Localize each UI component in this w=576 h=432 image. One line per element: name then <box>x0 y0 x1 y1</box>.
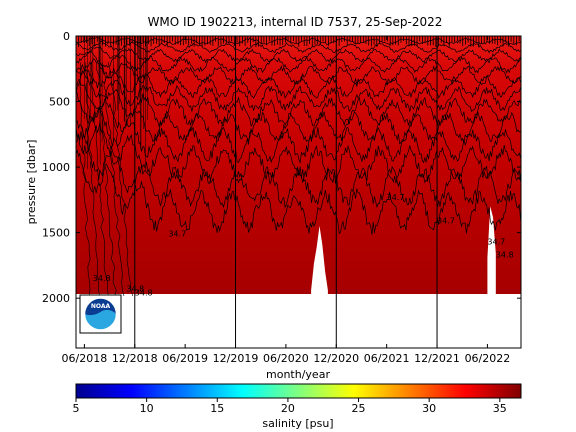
chart-title: WMO ID 1902213, internal ID 7537, 25-Sep… <box>148 15 443 29</box>
isohaline-contour <box>76 58 521 87</box>
noaa-logo-text: NOAA <box>91 303 111 310</box>
x-tick-label: 12/2019 <box>213 352 259 365</box>
x-tick-label: 12/2020 <box>313 352 359 365</box>
x-tick-label: 06/2022 <box>465 352 511 365</box>
colorbar-tick-label: 20 <box>281 402 295 415</box>
contour-label: 34.8 <box>126 285 144 294</box>
isohaline-contour <box>76 131 521 209</box>
isohaline-contour-deep <box>91 62 109 296</box>
colorbar-label: salinity [psu] <box>262 417 333 430</box>
x-tick-label: 12/2021 <box>414 352 460 365</box>
colorbar-tick-label: 15 <box>210 402 224 415</box>
isohaline-contour <box>76 107 521 164</box>
contour-label: 34.8 <box>93 274 111 283</box>
colorbar-tick-label: 35 <box>493 402 507 415</box>
x-tick-label: 06/2021 <box>364 352 410 365</box>
isohaline-contour <box>76 79 521 128</box>
isohaline-contour <box>76 149 521 235</box>
contour-label: 34.8 <box>135 289 153 298</box>
isohaline-contour-deep <box>96 62 117 296</box>
contour-label: 34.7 <box>487 237 505 246</box>
isohaline-contour <box>76 40 521 54</box>
y-tick-label: 1000 <box>42 161 70 174</box>
y-tick-label: 500 <box>49 96 70 109</box>
x-tick-label: 06/2018 <box>62 352 108 365</box>
x-tick-label: 06/2019 <box>162 352 208 365</box>
colorbar-tick-label: 10 <box>140 402 154 415</box>
colorbar-tick-label: 30 <box>422 402 436 415</box>
colorbar-gradient <box>75 383 522 399</box>
y-tick-label: 2000 <box>42 292 70 305</box>
contour-label: 34.7 <box>437 216 455 225</box>
isohaline-contour <box>76 45 521 64</box>
isohaline-contour <box>76 36 521 46</box>
plot-area: 34.834.834.834.734.734.734.734.8 <box>76 36 521 348</box>
data-gap <box>487 206 496 299</box>
isohaline-contour-deep <box>107 62 134 296</box>
x-tick-label: 06/2020 <box>263 352 309 365</box>
plot-frame <box>75 35 522 349</box>
x-tick-label: 12/2018 <box>112 352 158 365</box>
colorbar: 5 10 15 20 25 30 35 salinity [psu] <box>73 383 522 430</box>
isohaline-contour-deep <box>79 62 91 296</box>
isohaline-contour <box>76 90 521 145</box>
y-axis: 0 500 1000 1500 2000 <box>42 30 521 305</box>
contour-label: 34.7 <box>387 193 405 202</box>
isohaline-contour-deep <box>101 62 125 296</box>
x-axis-label: month/year <box>266 368 330 381</box>
colorbar-tick-label: 25 <box>352 402 366 415</box>
noaa-logo: NOAA <box>79 294 122 334</box>
data-gap <box>311 225 328 299</box>
isohaline-contour <box>76 71 521 113</box>
contour-label: 34.8 <box>496 251 514 260</box>
contour-label: 34.7 <box>168 230 186 239</box>
isohaline-contour <box>76 63 521 99</box>
isohaline-contour <box>76 50 521 74</box>
y-tick-label: 0 <box>63 30 70 43</box>
isohaline-contour-deep <box>84 62 100 296</box>
y-axis-label: pressure [dbar] <box>25 140 38 225</box>
y-tick-label: 1500 <box>42 227 70 240</box>
x-axis: 06/2018 12/2018 06/2019 12/2019 06/2020 12/20… <box>62 36 511 365</box>
no-data-region <box>76 298 521 348</box>
colorbar-tick-label: 5 <box>73 402 80 415</box>
